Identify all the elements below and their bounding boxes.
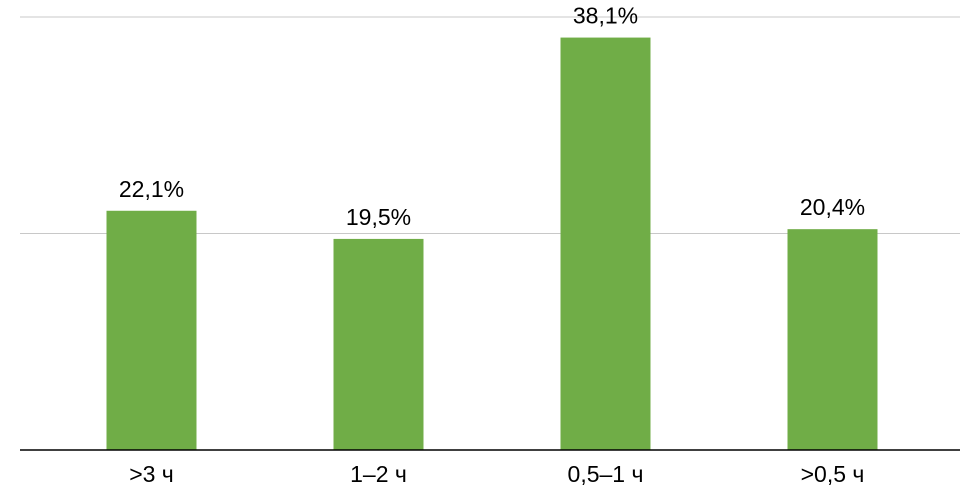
x-tick-label: >0,5 ч [801,461,865,487]
value-label: 22,1% [119,176,184,202]
value-label: 20,4% [800,194,865,220]
bar [560,37,651,450]
bar [333,238,424,450]
value-label: 38,1% [573,3,638,29]
x-tick-label: 1–2 ч [350,461,407,487]
x-tick-label: >3 ч [129,461,174,487]
bar [787,229,878,450]
x-tick-label: 0,5–1 ч [568,461,644,487]
bar [106,210,197,450]
value-label: 19,5% [346,204,411,230]
